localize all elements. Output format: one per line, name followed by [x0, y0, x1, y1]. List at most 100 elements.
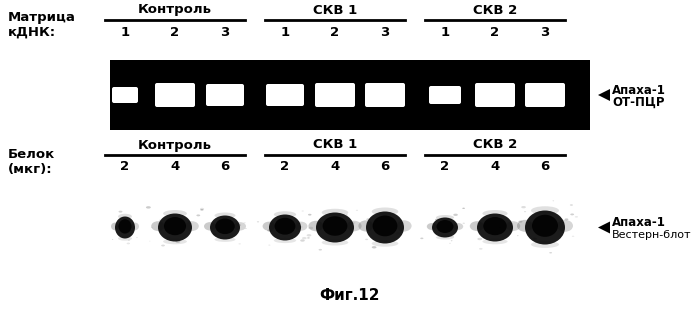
Ellipse shape: [570, 214, 574, 215]
Text: 6: 6: [220, 160, 230, 174]
Ellipse shape: [112, 239, 113, 240]
Text: кДНК:: кДНК:: [8, 25, 56, 39]
FancyBboxPatch shape: [365, 83, 405, 107]
Text: Контроль: Контроль: [138, 138, 212, 151]
Ellipse shape: [477, 214, 513, 241]
Text: 6: 6: [380, 160, 389, 174]
Ellipse shape: [234, 222, 246, 230]
FancyBboxPatch shape: [155, 83, 195, 107]
Ellipse shape: [118, 236, 132, 241]
Ellipse shape: [365, 239, 368, 240]
Text: Вестерн-блот: Вестерн-блот: [612, 230, 691, 241]
Ellipse shape: [294, 222, 308, 231]
Ellipse shape: [517, 220, 533, 232]
Ellipse shape: [204, 222, 216, 230]
Text: 1: 1: [440, 25, 449, 39]
Ellipse shape: [196, 214, 200, 216]
Ellipse shape: [146, 206, 151, 208]
Text: СКВ 1: СКВ 1: [313, 3, 357, 17]
Ellipse shape: [482, 210, 507, 217]
Text: Белок: Белок: [8, 149, 55, 161]
Ellipse shape: [532, 215, 558, 237]
Ellipse shape: [450, 236, 454, 237]
Ellipse shape: [119, 211, 122, 213]
Text: Апаха-1: Апаха-1: [612, 84, 666, 96]
Ellipse shape: [453, 214, 458, 216]
Ellipse shape: [549, 252, 552, 253]
Ellipse shape: [115, 216, 135, 239]
Ellipse shape: [552, 200, 554, 201]
Ellipse shape: [359, 220, 373, 231]
Ellipse shape: [420, 238, 424, 239]
Text: 2: 2: [440, 160, 449, 174]
Ellipse shape: [300, 226, 303, 228]
Ellipse shape: [482, 239, 507, 244]
FancyBboxPatch shape: [475, 83, 515, 107]
Ellipse shape: [274, 211, 296, 218]
Ellipse shape: [136, 237, 138, 238]
Ellipse shape: [533, 238, 537, 240]
Ellipse shape: [570, 204, 573, 206]
Ellipse shape: [286, 230, 287, 231]
Ellipse shape: [111, 223, 119, 230]
Ellipse shape: [274, 238, 296, 243]
Ellipse shape: [164, 217, 186, 235]
Text: 6: 6: [540, 160, 549, 174]
Text: 4: 4: [331, 160, 340, 174]
Text: 3: 3: [380, 25, 389, 39]
Ellipse shape: [316, 213, 354, 242]
Text: ОТ-ПЦР: ОТ-ПЦР: [612, 95, 665, 109]
Ellipse shape: [128, 240, 130, 241]
Ellipse shape: [432, 218, 458, 237]
Ellipse shape: [565, 219, 568, 220]
Text: 2: 2: [120, 160, 129, 174]
Ellipse shape: [372, 208, 398, 215]
Text: 2: 2: [331, 25, 340, 39]
Ellipse shape: [263, 222, 275, 231]
Text: 2: 2: [280, 160, 289, 174]
Ellipse shape: [215, 213, 236, 219]
Ellipse shape: [335, 217, 338, 218]
Text: 4: 4: [171, 160, 180, 174]
Ellipse shape: [356, 210, 358, 211]
Ellipse shape: [200, 208, 204, 210]
Ellipse shape: [372, 246, 377, 248]
Ellipse shape: [212, 233, 217, 235]
Ellipse shape: [302, 237, 307, 239]
Ellipse shape: [477, 238, 482, 240]
Text: Контроль: Контроль: [138, 3, 212, 17]
Ellipse shape: [372, 240, 398, 247]
Ellipse shape: [118, 214, 132, 219]
Ellipse shape: [308, 214, 312, 216]
Ellipse shape: [257, 221, 259, 222]
Ellipse shape: [122, 217, 124, 218]
Ellipse shape: [307, 234, 311, 236]
Ellipse shape: [499, 227, 501, 228]
Text: СКВ 1: СКВ 1: [313, 138, 357, 151]
Text: 3: 3: [220, 25, 230, 39]
Text: СКВ 2: СКВ 2: [473, 3, 517, 17]
Ellipse shape: [436, 236, 454, 240]
Ellipse shape: [436, 215, 454, 220]
Ellipse shape: [396, 220, 412, 231]
Ellipse shape: [557, 220, 573, 232]
Text: 1: 1: [280, 25, 289, 39]
Ellipse shape: [462, 208, 465, 209]
FancyBboxPatch shape: [429, 86, 461, 104]
Ellipse shape: [215, 237, 236, 242]
Ellipse shape: [449, 243, 451, 244]
FancyBboxPatch shape: [525, 83, 565, 107]
Ellipse shape: [308, 227, 313, 229]
Ellipse shape: [161, 245, 165, 246]
Ellipse shape: [521, 206, 526, 208]
Ellipse shape: [366, 212, 404, 243]
Ellipse shape: [572, 236, 575, 237]
FancyBboxPatch shape: [315, 83, 355, 107]
Ellipse shape: [519, 220, 522, 223]
Ellipse shape: [175, 241, 180, 243]
Ellipse shape: [463, 223, 465, 224]
Text: Апаха-1: Апаха-1: [612, 216, 666, 229]
Ellipse shape: [435, 219, 439, 220]
Ellipse shape: [308, 221, 324, 231]
Ellipse shape: [159, 220, 161, 221]
